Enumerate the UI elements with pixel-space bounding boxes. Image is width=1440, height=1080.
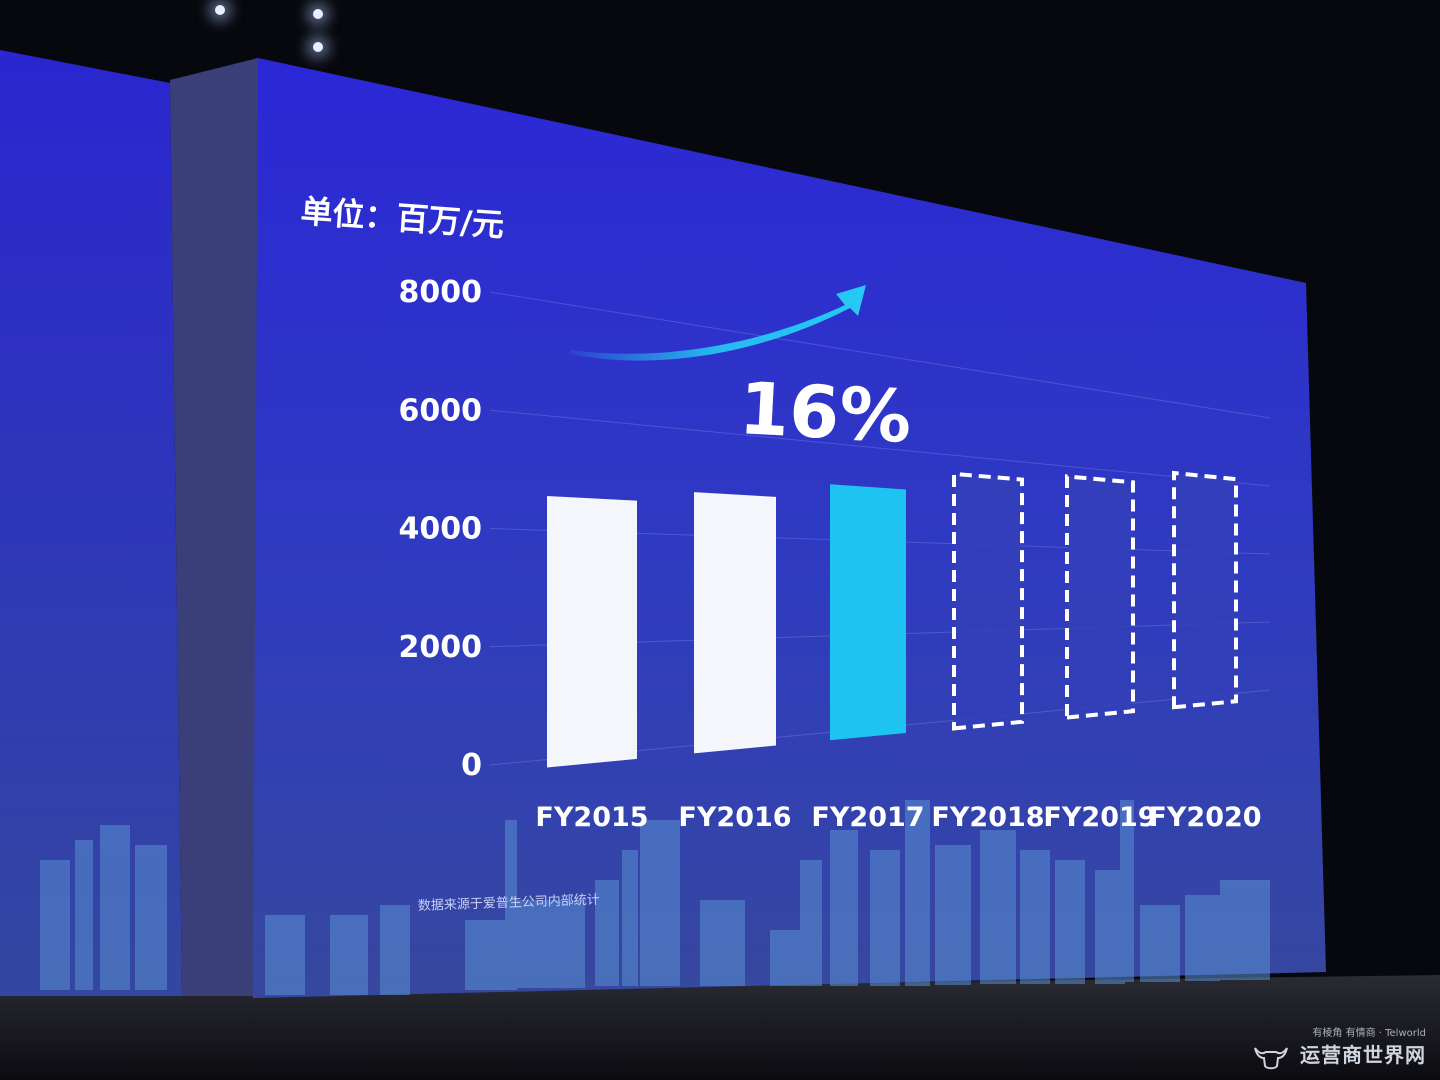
bar-fy2015 — [547, 495, 637, 768]
stage-light — [313, 42, 323, 52]
growth-percent-label: 16% — [737, 366, 914, 459]
source-note: 数据来源于爱普生公司内部统计 — [418, 892, 600, 914]
y-axis-ticks: 0 2000 4000 6000 8000 — [399, 275, 483, 783]
x-tick-label: FY2015 — [535, 802, 648, 833]
bull-logo-icon — [1253, 1047, 1288, 1070]
watermark-brand: 运营商世界网 — [1300, 1042, 1426, 1067]
left-side-screen — [0, 50, 182, 996]
bar-fy2019 — [1065, 474, 1135, 720]
bar-fy2020 — [1172, 470, 1238, 710]
bar-fy2016 — [694, 492, 776, 754]
bars — [547, 470, 1238, 768]
y-tick-label: 0 — [461, 748, 482, 783]
city-skyline — [40, 800, 1270, 995]
stage-light — [215, 5, 225, 15]
y-tick-label: 4000 — [399, 512, 483, 547]
stage-light — [313, 9, 323, 19]
x-tick-label: FY2018 — [931, 802, 1044, 833]
x-tick-label: FY2020 — [1148, 802, 1261, 833]
stage-lights — [0, 0, 1440, 80]
main-screen — [253, 58, 1326, 998]
y-tick-label: 2000 — [399, 630, 483, 665]
x-tick-label: FY2017 — [811, 802, 924, 833]
x-tick-label: FY2016 — [678, 802, 791, 833]
growth-arrow-icon — [570, 285, 866, 361]
y-tick-label: 8000 — [399, 275, 483, 310]
watermark-tagline: 有棱角 有情商 · Telworld — [1312, 1027, 1426, 1039]
watermark: 有棱角 有情商 · Telworld 运营商世界网 — [1253, 1024, 1426, 1071]
screen-divider — [170, 58, 260, 996]
gridline — [489, 291, 1271, 419]
gridline — [489, 409, 1271, 487]
stage-floor — [0, 975, 1440, 1080]
bar-fy2018 — [952, 471, 1024, 731]
x-tick-label: FY2019 — [1043, 802, 1156, 833]
bar-fy2017 — [830, 484, 906, 741]
y-tick-label: 6000 — [399, 393, 483, 428]
